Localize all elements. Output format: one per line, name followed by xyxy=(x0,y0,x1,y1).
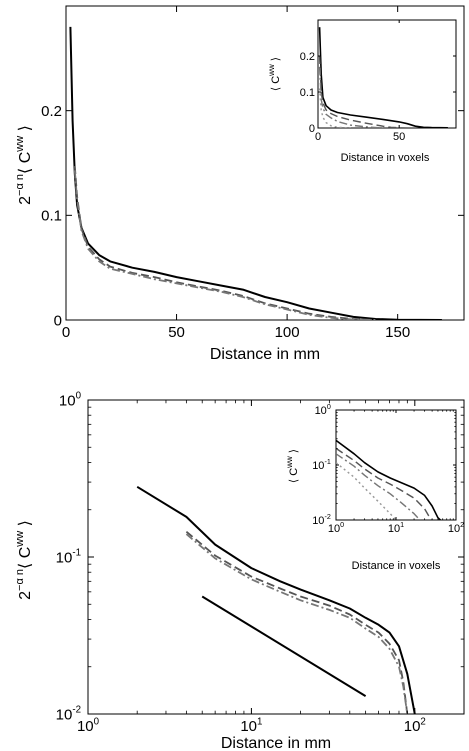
series-line-2 xyxy=(318,66,383,128)
panel-bottom-ylabel-sup: ww xyxy=(14,531,26,548)
panel-top-inset-ylabel-main: ⟨ C xyxy=(270,76,282,91)
series-line-3 xyxy=(336,462,397,520)
y-tick-label-0: 0 xyxy=(54,312,62,329)
panel-bottom-inset-ylabel-close: ⟩ xyxy=(288,449,300,456)
x-tick-label-1: 50 xyxy=(393,131,405,143)
panel-top-inset-axes-frame xyxy=(317,19,457,129)
panel-bottom-xlabel: Distance in mm xyxy=(221,735,331,751)
x-tick-label-2: 100 xyxy=(275,324,300,341)
panel-top-xlabel: Distance in mm xyxy=(210,346,320,363)
panel-bottom: 100 101 102 10-2 10-1 100 Distance in mm 2−α … xyxy=(14,391,465,751)
series-line-3 xyxy=(318,88,351,128)
y-tick-label-2: 100 xyxy=(315,403,331,417)
panel-top-ylabel-exp: −α n xyxy=(14,174,26,196)
series-line-0 xyxy=(318,27,448,128)
y-tick-label-0: 0 xyxy=(309,123,315,135)
y-tick-label-2: 100 xyxy=(59,391,82,410)
panel-bottom-inset-ylabel-sup: ww xyxy=(285,456,294,469)
panel-top-inset: 0 50 0 0.1 0.2 Distance in voxels ⟨ Cww ⟩ xyxy=(267,19,457,164)
panel-top-ylabel-close: ⟩ xyxy=(17,125,34,136)
x-tick-label-1: 50 xyxy=(168,324,185,341)
x-tick-label-3: 150 xyxy=(385,324,410,341)
x-tick-label-0: 100 xyxy=(77,716,100,735)
panel-top-inset-marks: 0 50 0 0.1 0.2 xyxy=(300,20,456,143)
series-line-2 xyxy=(73,170,376,320)
panel-bottom-inset-ylabel: ⟨ Cww ⟩ xyxy=(285,449,300,483)
panel-top-ylabel-main: ⟨ C xyxy=(17,152,34,174)
panel-bottom-inset-marks: 100 101 102 10-2 10-1 100 xyxy=(312,403,464,535)
x-tick-label-1: 101 xyxy=(240,716,262,735)
panel-bottom-ylabel-base: 2 xyxy=(17,591,34,600)
x-tick-label-2: 102 xyxy=(404,716,426,735)
x-tick-label-0: 0 xyxy=(315,131,321,143)
panel-bottom-inset-xlabel: Distance in voxels xyxy=(352,560,441,572)
panel-top-inset-ylabel-sup: ww xyxy=(267,64,276,77)
y-tick-label-0: 10-2 xyxy=(312,513,331,527)
series-line-2 xyxy=(185,533,409,714)
series-line-1 xyxy=(336,447,433,520)
y-tick-label-1: 10-1 xyxy=(56,548,81,567)
x-tick-label-2: 102 xyxy=(448,521,464,535)
panel-top-marks: 0 50 100 150 0 0.1 0.2 xyxy=(41,6,464,341)
panel-bottom-ylabel-main: ⟨ C xyxy=(17,547,34,569)
x-tick-label-0: 100 xyxy=(328,521,344,535)
panel-top-ylabel: 2−α n⟨ Cww ⟩ xyxy=(14,125,34,205)
panel-bottom-marks: 100 101 102 10-2 10-1 100 xyxy=(56,391,465,735)
panel-bottom-ylabel-exp: −α n xyxy=(14,569,26,591)
y-tick-label-2: 0.2 xyxy=(41,103,62,120)
series-line-0 xyxy=(136,485,416,714)
y-tick-label-0: 10-2 xyxy=(56,705,81,724)
panel-bottom-ylabel-close: ⟩ xyxy=(17,520,34,531)
y-tick-label-1: 0.1 xyxy=(300,87,315,99)
reference-line-3 xyxy=(201,595,367,697)
y-tick-label-1: 0.1 xyxy=(41,208,62,225)
y-tick-label-1: 10-1 xyxy=(312,458,331,472)
panel-bottom-ylabel: 2−α n⟨ Cww ⟩ xyxy=(14,520,34,600)
panel-top-inset-ylabel: ⟨ Cww ⟩ xyxy=(267,57,282,91)
panel-bottom-inset-axes-frame xyxy=(335,409,457,521)
series-line-0 xyxy=(336,439,441,520)
x-tick-label-1: 101 xyxy=(388,521,404,535)
panel-top-inset-ylabel-close: ⟩ xyxy=(270,57,282,64)
x-tick-label-0: 0 xyxy=(62,324,70,341)
series-line-1 xyxy=(318,55,416,128)
series-line-1 xyxy=(73,166,376,320)
panel-bottom-inset-ylabel-main: ⟨ C xyxy=(288,468,300,483)
series-line-1 xyxy=(185,531,409,714)
panel-top-inset-xlabel: Distance in voxels xyxy=(341,152,430,164)
series-line-2 xyxy=(336,453,421,520)
panel-top-ylabel-sup: ww xyxy=(14,136,26,153)
y-tick-label-2: 0.2 xyxy=(300,51,315,63)
panel-top-ylabel-base: 2 xyxy=(17,196,34,205)
